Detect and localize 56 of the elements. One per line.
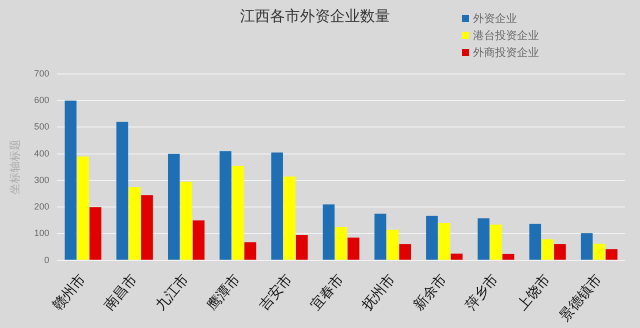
bar (77, 156, 89, 260)
chart-title: 江西各市外资企业数量 (240, 6, 390, 25)
x-tick-label: 吉安市 (256, 271, 296, 314)
bar (271, 152, 283, 260)
bar (348, 238, 360, 260)
bar (322, 204, 335, 260)
bar (580, 233, 593, 260)
y-tick-label: 0 (44, 254, 50, 265)
y-tick-label: 300 (34, 174, 50, 185)
bar (426, 216, 438, 260)
x-tick-label: 上饶市 (514, 271, 554, 314)
x-tick-label: 景德镇市 (556, 271, 606, 325)
bar (141, 195, 153, 260)
bar (168, 154, 180, 260)
x-tick-label: 鹰潭市 (204, 271, 244, 314)
bar (554, 244, 566, 260)
bar (386, 230, 399, 260)
x-tick-label: 宜春市 (308, 271, 347, 314)
y-tick-label: 600 (34, 95, 50, 106)
x-tick-label: 南昌市 (101, 271, 140, 314)
bar (128, 187, 141, 260)
bar (502, 254, 514, 260)
bar (192, 220, 205, 260)
legend-label: 外资企业 (473, 11, 517, 26)
bar (90, 207, 102, 260)
y-tick-label: 400 (34, 148, 50, 158)
y-tick-label: 200 (34, 202, 50, 212)
bar (232, 166, 244, 260)
bar (244, 242, 256, 260)
bar (438, 223, 450, 260)
bar (374, 214, 386, 260)
bar (296, 235, 308, 260)
x-tick-label: 抚州市 (358, 271, 399, 315)
legend-label: 港台投资企业 (473, 28, 539, 43)
x-tick-label: 新余市 (410, 271, 450, 314)
y-tick-label: 100 (34, 228, 50, 238)
bar (284, 176, 296, 260)
x-tick-label: 萍乡市 (462, 271, 502, 314)
bar (478, 218, 490, 260)
bar (399, 244, 411, 260)
bar (529, 224, 542, 260)
x-tick-label: 赣州市 (50, 271, 89, 314)
legend-label: 外商投资企业 (473, 45, 539, 60)
bar (593, 244, 606, 260)
x-tick-label: 九江市 (152, 271, 192, 314)
bar (64, 100, 77, 260)
bar (335, 227, 347, 260)
bar (116, 122, 128, 260)
bar (490, 224, 502, 260)
bar (450, 254, 463, 260)
bar (180, 182, 192, 260)
bar (606, 249, 618, 260)
y-tick-label: 500 (34, 122, 50, 132)
bar (220, 151, 232, 260)
y-tick-label: 700 (34, 68, 50, 78)
bar (542, 239, 554, 260)
